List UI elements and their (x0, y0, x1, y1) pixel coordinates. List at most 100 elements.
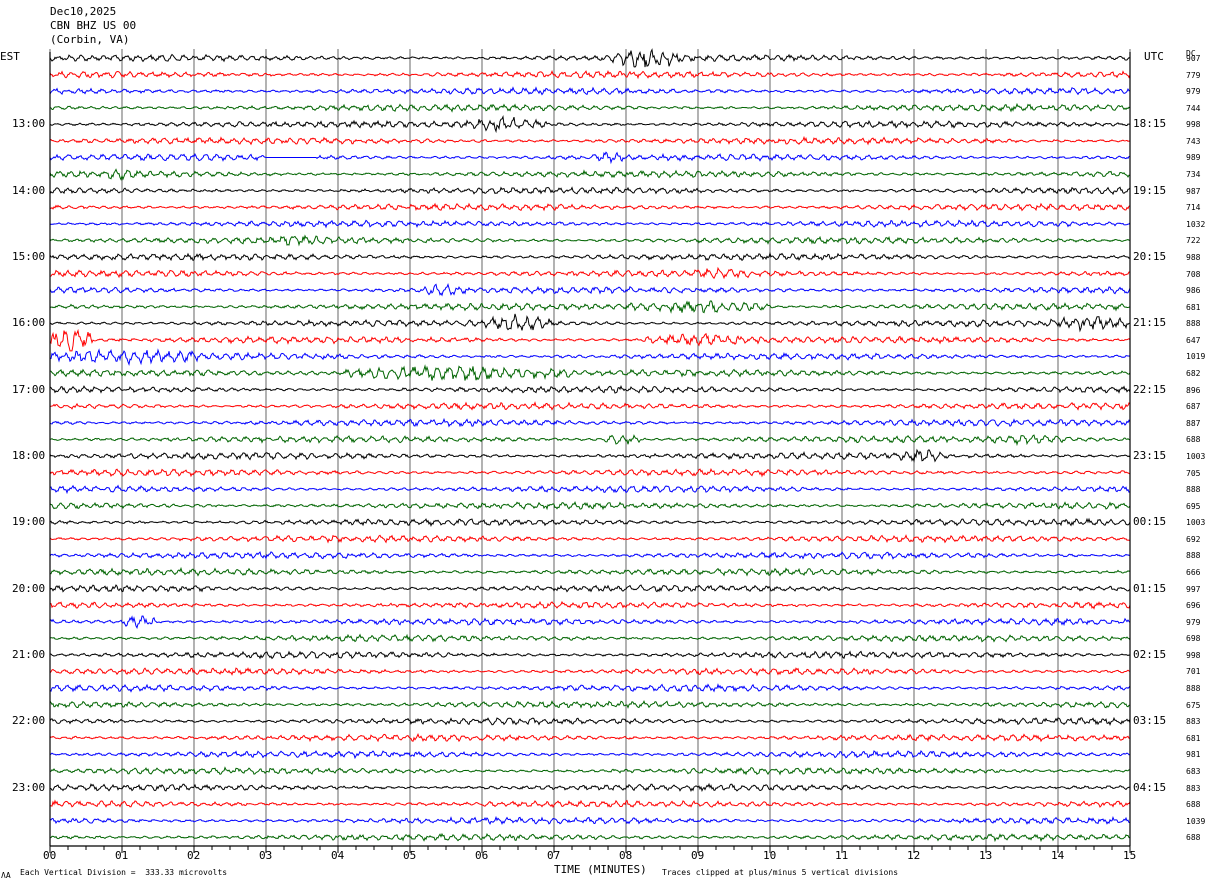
dc-offset-value: 682 (1186, 369, 1201, 379)
trace-blue (49, 615, 1131, 630)
dc-offset-value: 688 (1186, 800, 1201, 810)
trace-green (49, 700, 1131, 709)
est-hour-label: 19:00 (12, 515, 46, 529)
dc-offset-value: 681 (1186, 733, 1201, 743)
dc-offset-value: 666 (1186, 567, 1201, 577)
utc-hour-label: 21:15 (1133, 316, 1167, 330)
dc-offset-value: 692 (1186, 534, 1201, 544)
trace-red (49, 467, 1131, 478)
trace-black (49, 186, 1131, 196)
trace-red (49, 202, 1131, 212)
corner-mark: ɅA (1, 871, 11, 880)
seismic-traces (49, 48, 1131, 843)
dc-offset-value: 998 (1186, 120, 1201, 130)
x-tick-label: 06 (475, 849, 489, 862)
dc-offset-value: 695 (1186, 501, 1201, 511)
dc-offset-value: 888 (1186, 485, 1201, 495)
utc-hour-label: 22:15 (1133, 382, 1167, 396)
x-tick-label: 14 (1051, 849, 1065, 862)
dc-offset-value: 1003 (1186, 518, 1206, 528)
est-hour-label: 18:00 (12, 448, 46, 462)
trace-green (49, 434, 1131, 447)
trace-black (49, 782, 1131, 793)
plot-axes (49, 52, 1131, 853)
x-tick-label: 02 (187, 849, 201, 862)
x-axis-title: TIME (MINUTES) (554, 863, 647, 876)
est-hour-label: 20:00 (12, 581, 46, 595)
dc-offset-value: 979 (1186, 617, 1201, 627)
x-tick-label: 09 (691, 849, 705, 862)
trace-black (49, 650, 1131, 660)
trace-green (49, 633, 1131, 643)
trace-blue (49, 348, 1131, 367)
dc-offset-value: 988 (1186, 252, 1201, 262)
trace-red (49, 135, 1131, 146)
trace-red (49, 667, 1131, 677)
dc-offset-value: 888 (1186, 551, 1201, 561)
dc-offset-value: 744 (1186, 103, 1201, 113)
dc-offset-value: 987 (1186, 186, 1201, 196)
clip-note: Traces clipped at plus/minus 5 vertical … (662, 868, 899, 877)
dc-offset-value: 647 (1186, 335, 1201, 345)
trace-blue (49, 815, 1130, 825)
trace-blue (49, 484, 1131, 495)
dc-offset-value: 888 (1186, 684, 1201, 694)
trace-red (49, 266, 1130, 280)
utc-hour-label: 03:15 (1133, 714, 1167, 728)
dc-offset-value: 883 (1186, 717, 1201, 727)
dc-offset-value: 1003 (1186, 451, 1206, 461)
est-hour-label: 23:00 (12, 780, 46, 794)
est-hour-label: 22:00 (12, 714, 46, 728)
dc-offset-value: 986 (1186, 286, 1201, 296)
scale-note: Each Vertical Division = 333.33 microvol… (20, 868, 228, 877)
est-hour-label: 17:00 (12, 382, 46, 396)
utc-hour-label: 00:15 (1133, 515, 1167, 529)
dc-offset-value: 675 (1186, 700, 1201, 710)
dc-offset-value: 997 (1186, 584, 1201, 594)
dc-offset-value: 688 (1186, 435, 1201, 445)
utc-hour-label: 19:15 (1133, 183, 1167, 197)
trace-green (49, 234, 1130, 247)
x-tick-label: 10 (763, 849, 777, 862)
x-tick-label: 01 (115, 849, 129, 862)
trace-red (49, 799, 1131, 809)
trace-green (49, 168, 1131, 181)
trace-black (49, 584, 1131, 593)
trace-black (49, 114, 1131, 134)
x-tick-label: 13 (979, 849, 993, 862)
x-tick-label: 05 (403, 849, 417, 862)
dc-offset-value: 701 (1186, 667, 1201, 677)
trace-blue (49, 86, 1131, 96)
est-hour-label: 14:00 (12, 183, 46, 197)
trace-red (49, 328, 1131, 352)
dc-offset-value: 779 (1186, 70, 1201, 80)
dc-offset-value: 743 (1186, 136, 1201, 146)
dc-offset-value: 998 (1186, 650, 1201, 660)
dc-offset-value: 687 (1186, 402, 1201, 412)
dc-offset-value: 698 (1186, 634, 1201, 644)
trace-blue (49, 151, 1131, 165)
trace-red (49, 534, 1131, 544)
trace-black (49, 517, 1131, 528)
dc-offset-value: 722 (1186, 236, 1201, 246)
trace-red (49, 401, 1131, 411)
dc-offset-value: 734 (1186, 170, 1201, 180)
utc-hour-label: 02:15 (1133, 647, 1167, 661)
utc-hour-label: 04:15 (1133, 780, 1167, 794)
x-tick-label: 00 (43, 849, 57, 862)
utc-hour-label: 20:15 (1133, 249, 1167, 263)
trace-blue (49, 219, 1131, 229)
trace-green (49, 566, 1131, 577)
trace-black (49, 251, 1131, 262)
trace-green (49, 300, 1131, 314)
trace-green (49, 832, 1130, 843)
dc-offset-value: 1039 (1186, 816, 1206, 826)
trace-blue (49, 551, 1131, 560)
est-hour-label: 13:00 (12, 117, 46, 131)
trace-black (49, 48, 1131, 68)
dc-offset-value: 1032 (1186, 219, 1206, 229)
dc-offset-value: 688 (1186, 833, 1201, 843)
utc-hour-label: 01:15 (1133, 581, 1167, 595)
dc-offset-value: 705 (1186, 468, 1201, 478)
